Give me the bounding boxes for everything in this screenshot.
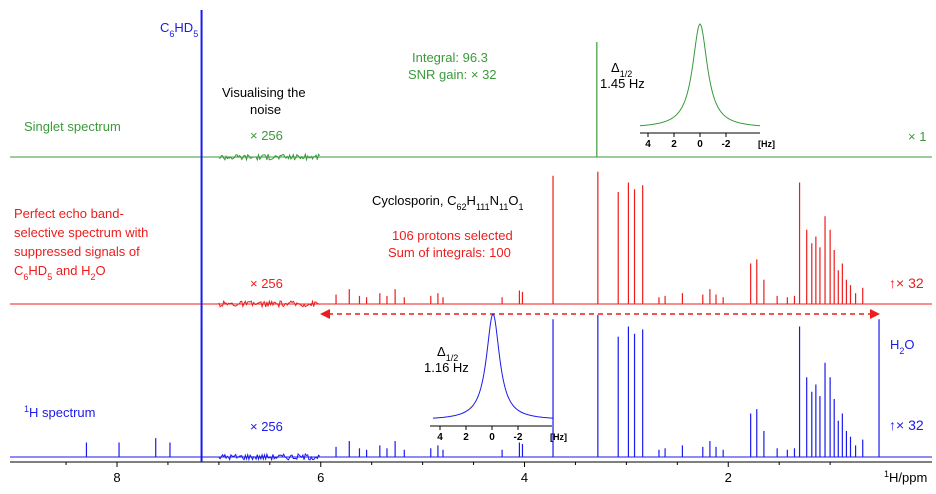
green-inset-lorentzian — [639, 23, 761, 127]
green-linewidth-inset: Δ1/2 1.45 Hz 4 2 0 -2 [Hz] — [600, 23, 775, 150]
c6hd5-label: C6HD5 — [160, 20, 198, 39]
singlet-snr-gain: SNR gain: × 32 — [408, 67, 497, 82]
range-arrow — [320, 309, 880, 319]
proton-noise-scale: × 256 — [250, 419, 283, 434]
x-axis-label: 1H/ppm — [884, 469, 927, 485]
echo-noise-trace — [218, 299, 320, 309]
cyclosporin-label: Cyclosporin, C62H111N11O1 — [372, 193, 524, 212]
echo-label-line1: Perfect echo band- — [14, 206, 124, 221]
blue-inset-ticks: 4 2 0 -2 [Hz] — [437, 426, 567, 443]
green-inset-width: 1.45 Hz — [600, 76, 645, 91]
x-tick-label: 4 — [521, 470, 528, 485]
inset-tick-label: 2 — [671, 139, 677, 150]
inset-tick-label: 2 — [463, 432, 469, 443]
visualising-noise-line2: noise — [250, 102, 281, 117]
range-arrow-left-head — [320, 309, 330, 319]
x-tick-label: 2 — [725, 470, 732, 485]
x-tick-label: 6 — [317, 470, 324, 485]
proton-spectrum-label: 1H spectrum — [24, 404, 95, 420]
h2o-label: H2O — [890, 337, 915, 356]
blue-inset-delta: Δ1/2 — [437, 344, 458, 363]
singlet-noise-scale: × 256 — [250, 128, 283, 143]
x-axis-ticks: 8 6 4 2 — [65, 462, 831, 485]
blue-inset-lorentzian — [433, 313, 553, 419]
spectra-group — [10, 42, 932, 462]
echo-scale: ↑× 32 — [889, 275, 924, 291]
inset-unit-label: [Hz] — [758, 139, 775, 149]
inset-tick-label: 4 — [437, 432, 443, 443]
echo-label-line3: suppressed signals of — [14, 244, 140, 259]
proton-scale: ↑× 32 — [889, 417, 924, 433]
inset-unit-label: [Hz] — [550, 432, 567, 442]
blue-inset-width: 1.16 Hz — [424, 360, 469, 375]
singlet-integral: Integral: 96.3 — [412, 50, 488, 65]
proton-noise-trace — [218, 452, 321, 462]
x-tick-label: 8 — [113, 470, 120, 485]
echo-noise-scale: × 256 — [250, 276, 283, 291]
inset-tick-label: -2 — [722, 139, 731, 150]
inset-tick-label: 4 — [645, 139, 651, 150]
echo-sum-integrals: Sum of integrals: 100 — [388, 245, 511, 260]
green-inset-delta: Δ1/2 — [611, 60, 632, 79]
green-inset-ticks: 4 2 0 -2 [Hz] — [645, 133, 775, 150]
inset-tick-label: 0 — [489, 432, 495, 443]
singlet-scale: × 1 — [908, 129, 926, 144]
visualising-noise-line1: Visualising the — [222, 85, 306, 100]
singlet-spectrum-label: Singlet spectrum — [24, 119, 121, 134]
inset-tick-label: -2 — [514, 432, 523, 443]
blue-linewidth-inset: Δ1/2 1.16 Hz 4 2 0 -2 [Hz] — [424, 313, 567, 443]
singlet-noise-trace — [218, 152, 321, 162]
range-arrow-right-head — [870, 309, 880, 319]
echo-protons-selected: 106 protons selected — [392, 228, 513, 243]
echo-label-line2: selective spectrum with — [14, 225, 148, 240]
echo-label-line4: C6HD5 and H2O — [14, 263, 106, 282]
inset-tick-label: 0 — [697, 139, 703, 150]
